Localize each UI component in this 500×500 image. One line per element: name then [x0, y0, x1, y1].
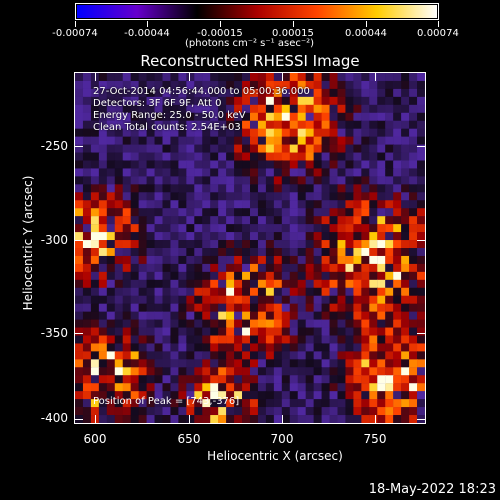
colorbar-tick-label: 0.00074 [416, 28, 460, 39]
info-time-range: 27-Oct-2014 04:56:44.000 to 05:00:36.000 [93, 86, 310, 97]
colorbar-tick [438, 21, 439, 27]
y-axis-tick [417, 419, 425, 420]
rhessi-image-map [75, 73, 425, 423]
y-axis-tick [75, 240, 83, 241]
x-axis-tick [282, 415, 283, 423]
y-axis-tick [75, 419, 83, 420]
y-axis-tick-label: -400 [40, 411, 68, 425]
x-axis-tick [189, 73, 190, 81]
info-total-counts: Clean Total counts: 2.54E+03 [93, 122, 241, 133]
x-axis-tick [189, 415, 190, 423]
y-axis-tick-label: -300 [40, 233, 68, 247]
y-axis-tick [417, 146, 425, 147]
colorbar-tick [147, 21, 148, 27]
colorbar-tick-label: 0.00015 [271, 28, 315, 39]
x-axis-tick-label: 650 [177, 432, 201, 446]
x-axis-tick [375, 415, 376, 423]
colorbar-tick [220, 21, 221, 27]
x-axis-label: Heliocentric X (arcsec) [207, 449, 343, 463]
colorbar [75, 3, 439, 20]
x-axis-tick-label: 700 [270, 432, 294, 446]
x-axis-tick [282, 73, 283, 81]
y-axis-label: Heliocentric Y (arcsec) [21, 175, 35, 311]
x-axis-tick [95, 415, 96, 423]
plot-title: Reconstructed RHESSI Image [140, 52, 360, 70]
colorbar-tick-label: 0.00044 [344, 28, 388, 39]
x-axis-tick-label: 750 [363, 432, 387, 446]
colorbar-tick [366, 21, 367, 27]
y-axis-tick-label: -250 [40, 139, 68, 153]
info-energy-range: Energy Range: 25.0 - 50.0 keV [93, 110, 246, 121]
colorbar-tick-label: -0.00074 [52, 28, 98, 39]
y-axis-tick [417, 333, 425, 334]
colorbar-tick-label: -0.00044 [124, 28, 170, 39]
colorbar-gradient [77, 5, 437, 18]
image-plot-area [74, 72, 426, 424]
colorbar-tick [293, 21, 294, 27]
colorbar-units-label: (photons cm⁻² s⁻¹ asec⁻²) [185, 38, 315, 49]
x-axis-tick [375, 73, 376, 81]
y-axis-tick [75, 333, 83, 334]
y-axis-tick-label: -350 [40, 326, 68, 340]
colorbar-tick [75, 21, 76, 27]
y-axis-tick [75, 146, 83, 147]
x-axis-tick [95, 73, 96, 81]
y-axis-tick [417, 240, 425, 241]
colorbar-tick-label: -0.00015 [197, 28, 243, 39]
info-detectors: Detectors: 3F 6F 9F, Att 0 [93, 98, 222, 109]
x-axis-tick-label: 600 [83, 432, 107, 446]
timestamp: 18-May-2022 18:23 [368, 482, 496, 497]
peak-position-label: Position of Peak = [743,-376] [93, 396, 240, 407]
